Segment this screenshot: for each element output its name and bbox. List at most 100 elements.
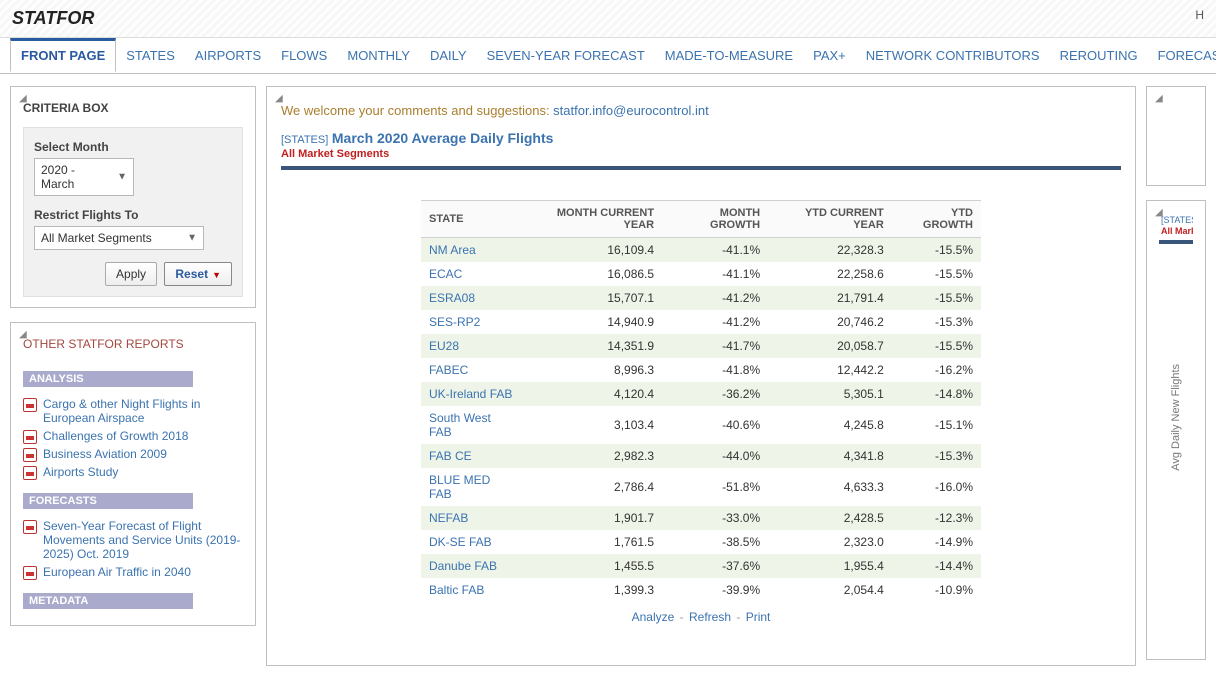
nav-tab[interactable]: SEVEN-YEAR FORECAST	[477, 38, 655, 71]
cell-value: 14,940.9	[522, 310, 663, 334]
cell-value: -39.9%	[662, 578, 768, 602]
nav-tab[interactable]: FORECAST DEVIATION	[1148, 38, 1216, 71]
cell-value: 1,955.4	[768, 554, 892, 578]
state-link[interactable]: FABEC	[429, 363, 468, 377]
right-panel-top: ◤	[1146, 86, 1206, 186]
sep: -	[736, 610, 740, 624]
nav-tab[interactable]: FRONT PAGE	[10, 38, 116, 72]
state-link[interactable]: NEFAB	[429, 511, 468, 525]
report-link[interactable]: Seven-Year Forecast of Flight Movements …	[23, 519, 243, 561]
state-link[interactable]: DK-SE FAB	[429, 535, 492, 549]
state-link[interactable]: NM Area	[429, 243, 476, 257]
forecasts-header: FORECASTS	[23, 493, 193, 509]
pdf-icon	[23, 430, 37, 444]
table-row: ESRA0815,707.1-41.2%21,791.4-15.5%	[421, 286, 981, 310]
print-link[interactable]: Print	[746, 610, 771, 624]
cell-value: -14.8%	[892, 382, 981, 406]
cell-value: 12,442.2	[768, 358, 892, 382]
month-select[interactable]: 2020 - March ▼	[34, 158, 134, 196]
cell-state: Danube FAB	[421, 554, 522, 578]
cell-value: -41.2%	[662, 286, 768, 310]
state-link[interactable]: UK-Ireland FAB	[429, 387, 512, 401]
cell-value: 20,746.2	[768, 310, 892, 334]
table-row: Danube FAB1,455.5-37.6%1,955.4-14.4%	[421, 554, 981, 578]
cell-value: 2,428.5	[768, 506, 892, 530]
table-row: Baltic FAB1,399.3-39.9%2,054.4-10.9%	[421, 578, 981, 602]
nav-tab[interactable]: MADE-TO-MEASURE	[655, 38, 803, 71]
y-axis-label: Avg Daily New Flights	[1170, 364, 1182, 471]
apply-button[interactable]: Apply	[105, 262, 157, 286]
cell-state: BLUE MED FAB	[421, 468, 522, 506]
cell-state: South West FAB	[421, 406, 522, 444]
cell-value: 3,103.4	[522, 406, 663, 444]
collapse-icon[interactable]: ◤	[1155, 93, 1163, 104]
collapse-icon[interactable]: ◤	[19, 93, 27, 104]
cell-value: 8,996.3	[522, 358, 663, 382]
report-link[interactable]: Cargo & other Night Flights in European …	[23, 397, 243, 425]
restrict-select[interactable]: All Market Segments ▼	[34, 226, 204, 250]
nav-tab[interactable]: FLOWS	[271, 38, 337, 71]
collapse-icon[interactable]: ◤	[275, 93, 283, 104]
cell-value: 16,086.5	[522, 262, 663, 286]
nav-tab[interactable]: NETWORK CONTRIBUTORS	[856, 38, 1050, 71]
cell-value: 1,761.5	[522, 530, 663, 554]
cell-value: 21,791.4	[768, 286, 892, 310]
collapse-icon[interactable]: ◤	[19, 329, 27, 340]
right-sub: All Market Se	[1161, 226, 1193, 236]
cell-value: 1,901.7	[522, 506, 663, 530]
cell-value: 4,633.3	[768, 468, 892, 506]
table-row: UK-Ireland FAB4,120.4-36.2%5,305.1-14.8%	[421, 382, 981, 406]
table-row: EU2814,351.9-41.7%20,058.7-15.5%	[421, 334, 981, 358]
state-link[interactable]: EU28	[429, 339, 459, 353]
chart-subtitle: All Market Segments	[281, 148, 1121, 160]
cell-state: DK-SE FAB	[421, 530, 522, 554]
cell-value: -44.0%	[662, 444, 768, 468]
nav-tab[interactable]: DAILY	[420, 38, 477, 71]
month-label: Select Month	[34, 140, 232, 154]
chevron-down-icon: ▼	[117, 172, 127, 183]
state-link[interactable]: South West FAB	[429, 411, 491, 439]
nav-tab[interactable]: MONTHLY	[337, 38, 420, 71]
table-header: YTD CURRENT YEAR	[768, 201, 892, 238]
cell-value: 2,323.0	[768, 530, 892, 554]
nav-tab[interactable]: PAX+	[803, 38, 856, 71]
report-link[interactable]: Airports Study	[23, 465, 243, 479]
refresh-link[interactable]: Refresh	[689, 610, 731, 624]
state-link[interactable]: SES-RP2	[429, 315, 480, 329]
state-link[interactable]: ESRA08	[429, 291, 475, 305]
analyze-link[interactable]: Analyze	[632, 610, 675, 624]
cell-state: NEFAB	[421, 506, 522, 530]
cell-value: 22,328.3	[768, 238, 892, 263]
cell-value: -41.8%	[662, 358, 768, 382]
cell-value: -41.1%	[662, 262, 768, 286]
report-link[interactable]: Business Aviation 2009	[23, 447, 243, 461]
table-header: MONTH CURRENT YEAR	[522, 201, 663, 238]
cell-state: ECAC	[421, 262, 522, 286]
collapse-icon[interactable]: ◤	[1155, 207, 1163, 218]
cell-state: FAB CE	[421, 444, 522, 468]
report-link[interactable]: Challenges of Growth 2018	[23, 429, 243, 443]
state-link[interactable]: BLUE MED FAB	[429, 473, 490, 501]
state-link[interactable]: Baltic FAB	[429, 583, 484, 597]
report-link[interactable]: European Air Traffic in 2040	[23, 565, 243, 579]
main-nav: FRONT PAGESTATESAIRPORTSFLOWSMONTHLYDAIL…	[0, 38, 1216, 74]
state-link[interactable]: FAB CE	[429, 449, 472, 463]
welcome-email-link[interactable]: statfor.info@eurocontrol.int	[553, 103, 709, 118]
cell-state: UK-Ireland FAB	[421, 382, 522, 406]
reset-button[interactable]: Reset▼	[164, 262, 232, 286]
cell-value: -41.7%	[662, 334, 768, 358]
nav-tab[interactable]: AIRPORTS	[185, 38, 271, 71]
cell-value: -33.0%	[662, 506, 768, 530]
analysis-header: ANALYSIS	[23, 371, 193, 387]
table-header: MONTH GROWTH	[662, 201, 768, 238]
nav-tab[interactable]: STATES	[116, 38, 185, 71]
cell-value: -15.1%	[892, 406, 981, 444]
title-tag: [STATES]	[281, 134, 328, 146]
state-link[interactable]: Danube FAB	[429, 559, 497, 573]
cell-value: -51.8%	[662, 468, 768, 506]
criteria-panel: ◤ CRITERIA BOX Select Month 2020 - March…	[10, 86, 256, 308]
brand-logo: STATFOR	[12, 8, 94, 28]
nav-tab[interactable]: REROUTING	[1050, 38, 1148, 71]
right-tag: [STATES]	[1161, 215, 1193, 225]
state-link[interactable]: ECAC	[429, 267, 462, 281]
